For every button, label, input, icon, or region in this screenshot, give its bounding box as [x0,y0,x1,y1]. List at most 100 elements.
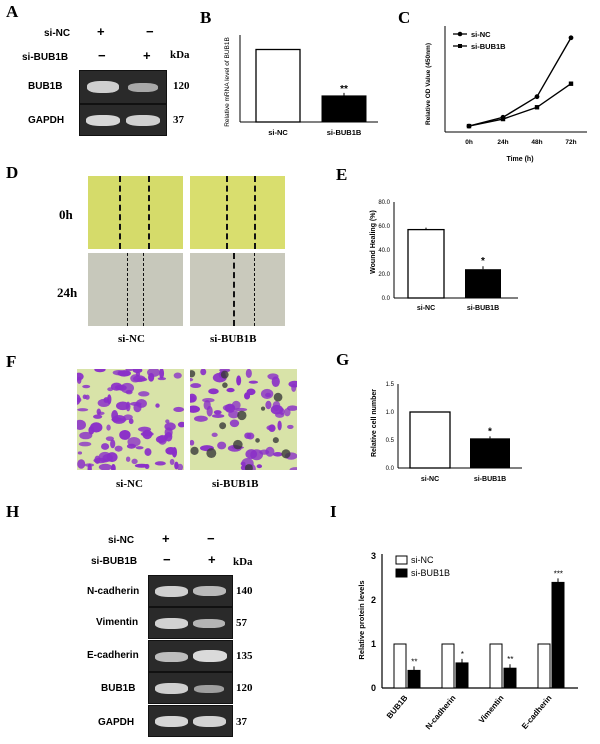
row-sign: + [97,24,105,39]
stained-cell [140,431,154,437]
bar-si-bub1b [321,95,367,123]
stained-cell [97,398,111,408]
panel-b-ylabel: Relative mRNA level of BUB1B [224,37,231,127]
legend-marker [457,31,463,37]
kda-value: 37 [236,716,247,728]
stained-cell [138,391,150,397]
y-tick-label: 0.5 [386,438,395,444]
dark-cell-cluster [222,382,228,388]
stained-cell [271,376,280,388]
legend-label: si-NC [471,30,491,39]
stained-cell [119,429,131,440]
stained-cell [155,403,160,408]
stained-cell [144,463,150,470]
y-tick-label: 60.0 [378,224,390,230]
x-tick-label: si-BUB1B [327,128,362,137]
stained-cell [277,420,282,431]
blot-strip-e-cadherin [148,640,233,672]
blot-label: N-cadherin [87,586,140,597]
stained-cell [208,388,219,395]
y-axis-label: Relative mRNA level of BUB1B [224,37,231,127]
stained-cell [110,382,123,391]
dark-cell-cluster [190,370,196,378]
x-tick-label: si-BUB1B [467,305,499,312]
micrograph-si-nc-0h [88,176,183,249]
micrograph-si-bub1b-24h [190,253,285,326]
panel-e-chart: Wound Healing (%) 80.0 60.0 40.0 20.0 0.… [370,200,518,312]
x-tick-label: 0h [465,139,473,146]
stained-cell [193,415,208,422]
stained-cell [265,446,275,457]
bar-si-bub1b [503,667,517,689]
stained-cell [231,400,241,410]
y-tick-label: 40.0 [378,248,390,254]
bar-si-nc [537,643,551,689]
stained-cell [174,461,179,470]
stained-cell [240,461,246,466]
bar-si-nc [409,411,451,469]
row-sign: − [163,552,171,567]
blot-strip-bub1b [148,672,233,704]
stained-cell [229,419,240,428]
stained-cell [85,394,90,400]
dark-cell-cluster [272,437,279,444]
stained-cell [226,387,235,393]
dark-cell-cluster [244,464,253,470]
x-tick-label: si-NC [268,128,288,137]
stained-cell [77,372,84,381]
y-axis-label: Relative cell number [371,389,378,457]
stained-cell [77,419,86,430]
stained-cell [107,387,114,392]
stained-cell [256,464,263,469]
data-point [466,123,472,129]
stained-cell [133,402,142,413]
stained-cell [94,369,106,373]
stained-cell [222,404,235,412]
panel-label-d: D [6,163,19,182]
dark-cell-cluster [220,370,229,379]
blot-label: BUB1B [101,683,136,694]
stained-cell [98,463,112,470]
bar-si-bub1b [470,438,510,468]
stained-cell [217,441,227,450]
stained-cell [246,432,255,440]
group-label: si-BUB1B [210,333,257,345]
panel-label-b: B [200,8,212,27]
y-tick-label: 80.0 [378,200,390,206]
group-label: si-BUB1B [212,478,259,490]
panel-label-i: I [330,502,337,521]
stained-cell [110,463,116,470]
y-tick-label: 0.0 [386,466,395,472]
legend: si-NC si-BUB1B [395,555,450,578]
row-label-si-bub1b: si-BUB1B [22,52,69,63]
kda-value: 120 [173,80,190,92]
legend-swatch [395,555,408,565]
row-label-si-bub1b: si-BUB1B [91,556,138,567]
legend-label: si-BUB1B [471,42,506,51]
stained-cell [84,463,95,467]
kda-value: 140 [236,585,253,597]
blot-label: GAPDH [28,115,65,126]
kda-value: 135 [236,650,253,662]
row-sign: + [162,531,170,546]
y-axis-label: Wound Healing (%) [370,210,377,274]
stained-cell [206,405,213,417]
stained-cell [228,410,240,419]
legend-label: si-NC [411,555,434,565]
stained-cell [112,415,126,424]
blot-label: GAPDH [98,717,135,728]
stained-cell [259,449,270,455]
stained-cell [279,407,285,416]
y-tick-label: 20.0 [378,272,390,278]
row-label-si-nc: si-NC [44,28,71,39]
x-axis-label: Time (h) [506,156,533,163]
y-tick-label: 2 [371,595,376,605]
stained-cell [211,432,218,438]
kda-value: 57 [236,617,247,629]
stained-cell [97,411,105,416]
x-tick-label: si-NC [417,305,435,312]
stained-cell [154,461,166,466]
significance-annotation: ** [411,657,418,666]
x-tick-label: si-BUB1B [474,476,506,483]
bar-si-nc [255,48,301,123]
